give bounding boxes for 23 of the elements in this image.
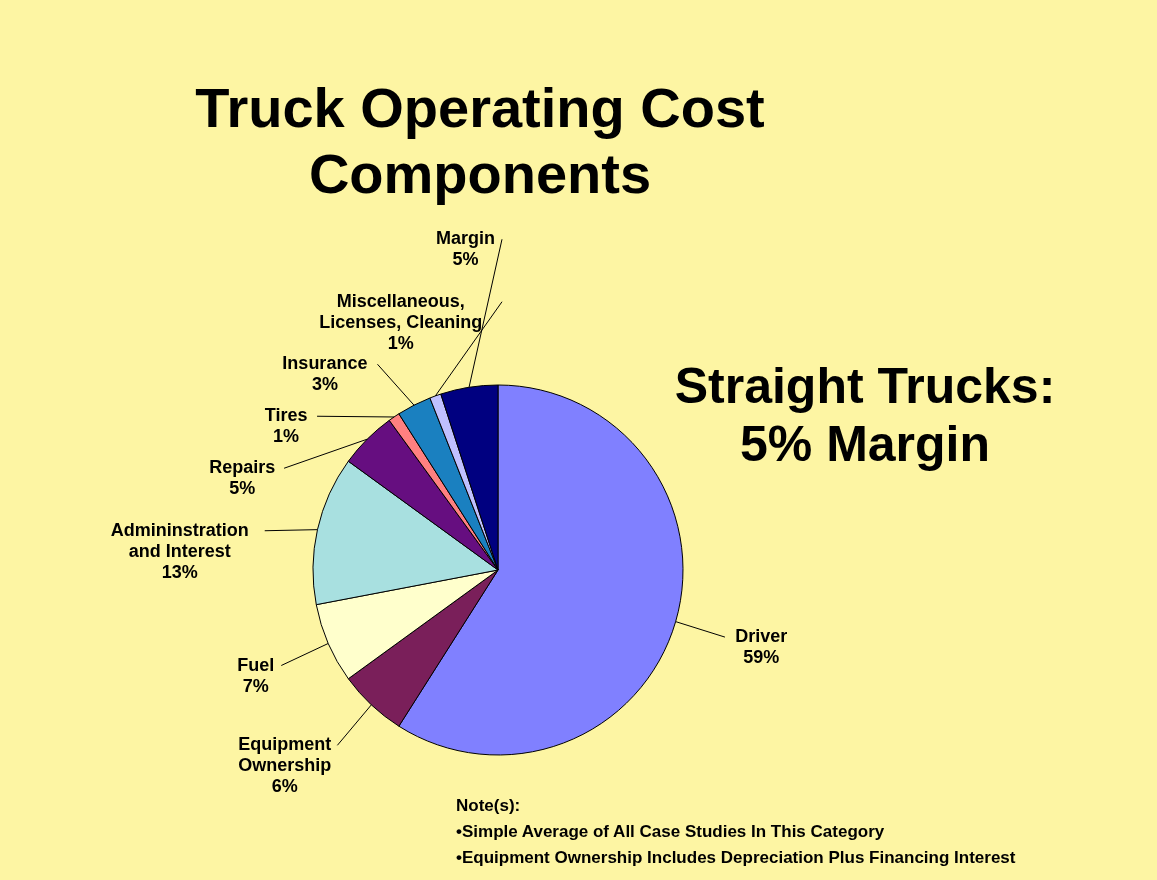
data-label: 5%	[452, 249, 479, 270]
text: •Simple Average of All Case Studies In This Category	[456, 822, 885, 841]
text: Straight Trucks: 5% Margin	[674, 358, 1056, 472]
data-label: 13%	[161, 561, 198, 582]
slice-label: Admininstration and Interest	[110, 519, 249, 561]
data-label: 59%	[743, 647, 780, 668]
data-label: 3%	[311, 374, 338, 395]
text: •Equipment Ownership Includes Depreciation Plus Financing Interest	[456, 848, 1016, 867]
data-label: 1%	[387, 332, 414, 353]
slice-label: Margin	[436, 228, 496, 249]
text: Note(s):	[456, 796, 521, 815]
slice-label: Driver	[735, 626, 788, 647]
data-label: 1%	[273, 426, 300, 447]
slice-label: Fuel	[237, 654, 275, 675]
slice-label: Insurance	[282, 353, 368, 374]
data-label: 6%	[271, 776, 298, 797]
slice-label: Tires	[264, 405, 308, 426]
data-label: 5%	[229, 478, 256, 499]
slice-label: Repairs	[209, 457, 276, 478]
slice-label: Equipment Ownership	[238, 734, 332, 776]
data-label: 7%	[242, 675, 269, 696]
chart-title: Truck Operating Cost Components	[195, 76, 765, 205]
slice-label: Miscellaneous, Licenses, Cleaning	[319, 290, 483, 332]
